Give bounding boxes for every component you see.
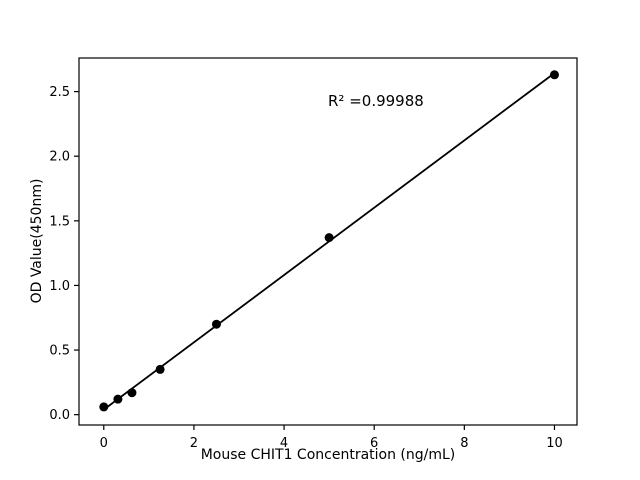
y-axis-tick-label: 1.0 — [49, 279, 70, 294]
y-axis-tick-label: 0.0 — [49, 408, 70, 423]
data-point — [127, 388, 137, 398]
y-axis-tick-label: 2.0 — [49, 150, 70, 165]
data-point — [211, 319, 221, 329]
plot-area-border — [78, 57, 578, 426]
data-point — [549, 70, 559, 80]
data-point — [113, 394, 123, 404]
x-axis-tick-label: 8 — [460, 436, 468, 451]
y-axis-tick-label: 1.5 — [49, 214, 70, 229]
x-axis-label: Mouse CHIT1 Concentration (ng/mL) — [200, 447, 456, 463]
x-axis-tick-label: 0 — [100, 436, 108, 451]
data-point — [324, 233, 334, 243]
data-point — [99, 402, 109, 412]
x-axis-tick-label: 2 — [190, 436, 198, 451]
y-axis-tick-label: 0.5 — [49, 344, 70, 359]
x-axis-tick-label: 10 — [546, 436, 563, 451]
data-point — [155, 364, 165, 374]
x-axis-tick-label: 6 — [370, 436, 378, 451]
x-axis-tick-label: 4 — [280, 436, 288, 451]
y-axis-label: OD Value(450nm) — [29, 178, 45, 304]
r-squared-annotation: R² =0.99988 — [328, 92, 424, 110]
y-axis-tick-label: 2.5 — [49, 85, 70, 100]
